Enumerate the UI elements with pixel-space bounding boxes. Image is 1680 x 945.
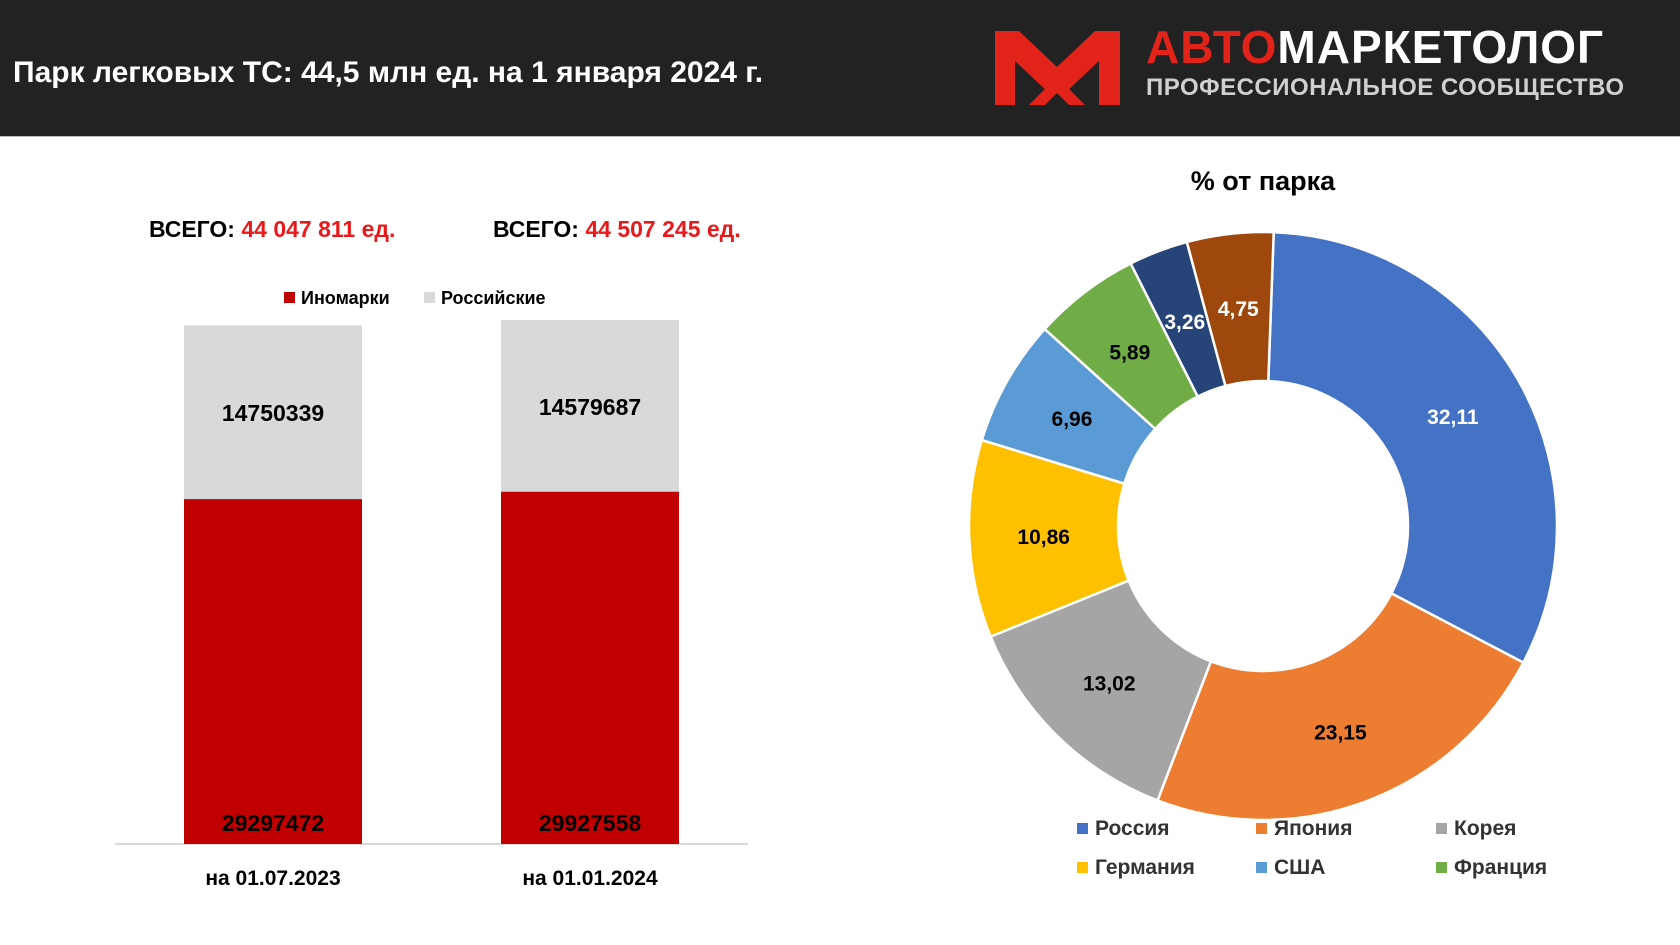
donut-value-label-0: 32,11 (1427, 406, 1479, 429)
charts-area: Иномарки Российские 29297472 14750339 на 01.… (115, 166, 1559, 890)
donut-slice-1 (1155, 591, 1526, 822)
donut-legend-label-1: Япония (1274, 817, 1352, 840)
bar-legend-label-0: Иномарки (301, 288, 390, 308)
donut-legend-label-4: США (1274, 856, 1325, 879)
donut-value-label-3: 10,86 (1017, 526, 1070, 549)
total-2023-label: ВСЕГО: (149, 216, 235, 242)
donut-value-label-6: 3,26 (1164, 311, 1205, 334)
donut-value-label-7: 4,75 (1218, 298, 1259, 321)
donut-title: % от парка (1191, 166, 1336, 196)
donut-slice-0 (1266, 230, 1559, 665)
bar-value-label-0-1: 14750339 (222, 400, 324, 426)
donut-legend-label-0: Россия (1095, 817, 1170, 840)
total-2024: ВСЕГО: 44 507 245 ед. (493, 216, 741, 243)
donut-legend-label-2: Корея (1454, 817, 1516, 840)
donut-legend-label-5: Франция (1454, 856, 1547, 879)
donut-legend-swatch-1 (1256, 823, 1267, 834)
total-2023-value: 44 047 811 ед. (241, 216, 396, 242)
donut-slice-7 (1185, 230, 1276, 388)
bar-0-1 (184, 325, 362, 500)
donut-legend-label-3: Германия (1095, 856, 1195, 879)
donut-legend-swatch-3 (1077, 862, 1088, 873)
bar-value-label-0-0: 29297472 (222, 810, 324, 836)
logo-text-auto: АВТО (1146, 21, 1278, 73)
bar-value-label-1-0: 29927558 (539, 810, 642, 836)
bar-category-label-1: на 01.01.2024 (522, 867, 658, 890)
donut-value-label-1: 23,15 (1314, 721, 1367, 744)
donut-legend-swatch-4 (1256, 862, 1267, 873)
donut-legend-swatch-5 (1436, 862, 1447, 873)
logo-mark-icon (995, 31, 1120, 105)
total-2023: ВСЕГО: 44 047 811 ед. (149, 216, 395, 243)
logo-text: АВТОМАРКЕТОЛОГ (1146, 22, 1604, 72)
donut-slice-2 (988, 578, 1213, 803)
donut-value-label-4: 6,96 (1052, 408, 1093, 431)
donut-value-label-5: 5,89 (1109, 342, 1150, 365)
header-bar: Парк легковых ТС: 44,5 млн ед. на 1 янва… (0, 0, 1680, 137)
bar-legend-label-1: Российские (441, 288, 546, 308)
bar-legend-swatch-0 (284, 292, 295, 303)
total-2024-value: 44 507 245 ед. (585, 216, 741, 242)
bar-1-0 (501, 491, 679, 844)
donut-legend-swatch-2 (1436, 823, 1447, 834)
bar-1-1 (501, 320, 679, 492)
logo-subtitle: ПРОФЕССИОНАЛЬНОЕ СООБЩЕСТВО (1146, 74, 1625, 101)
bar-category-label-0: на 01.07.2023 (205, 867, 340, 890)
donut-legend-swatch-0 (1077, 823, 1088, 834)
page-title: Парк легковых ТС: 44,5 млн ед. на 1 янва… (13, 56, 764, 89)
bar-legend-swatch-1 (424, 292, 435, 303)
total-2024-label: ВСЕГО: (493, 216, 579, 242)
bar-value-label-1-1: 14579687 (539, 394, 641, 420)
logo-text-marketolog: МАРКЕТОЛОГ (1277, 21, 1605, 73)
donut-value-label-2: 13,02 (1083, 673, 1136, 696)
bar-0-0 (184, 499, 362, 844)
donut-slice-3 (967, 438, 1131, 639)
